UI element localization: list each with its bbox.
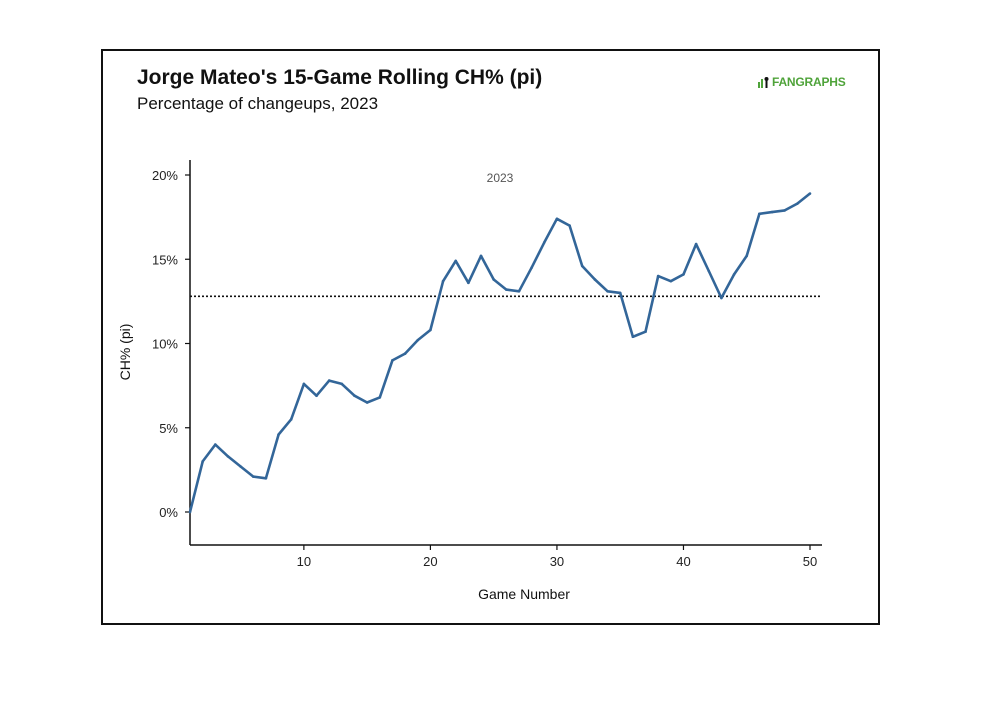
data-point bbox=[631, 335, 635, 339]
data-point bbox=[226, 455, 230, 458]
y-tick-label: 10% bbox=[152, 337, 178, 352]
data-point bbox=[289, 418, 293, 421]
data-point bbox=[505, 288, 508, 291]
data-point bbox=[745, 254, 749, 258]
chart-subtitle: Percentage of changeups, 2023 bbox=[137, 94, 379, 113]
data-point bbox=[644, 330, 647, 334]
data-point bbox=[214, 443, 217, 446]
data-point bbox=[315, 394, 318, 398]
data-point bbox=[568, 224, 571, 227]
data-point bbox=[542, 241, 546, 244]
x-tick-label: 30 bbox=[550, 554, 564, 569]
x-axis-ticks: 10 20 30 40 50 bbox=[297, 545, 817, 569]
data-point bbox=[429, 328, 432, 332]
y-tick-label: 15% bbox=[152, 252, 178, 267]
y-axis-title: CH% (pi) bbox=[117, 324, 133, 381]
data-point bbox=[682, 273, 685, 276]
data-point bbox=[391, 359, 394, 362]
data-point bbox=[365, 401, 369, 404]
data-point bbox=[277, 433, 280, 436]
data-point bbox=[264, 477, 268, 480]
chart-title: Jorge Mateo's 15-Game Rolling CH% (pi) bbox=[137, 66, 543, 89]
data-point bbox=[770, 210, 774, 214]
x-axis-title: Game Number bbox=[478, 586, 570, 602]
chart-frame bbox=[101, 49, 880, 625]
data-point bbox=[580, 264, 584, 268]
y-axis-ticks: 0% 5% 10% 15% 20% bbox=[152, 168, 190, 520]
data-point bbox=[441, 279, 445, 283]
data-point bbox=[201, 460, 204, 463]
data-point bbox=[239, 465, 242, 468]
x-tick-label: 50 bbox=[803, 554, 817, 569]
data-point bbox=[492, 278, 495, 281]
data-point bbox=[555, 217, 559, 221]
data-point bbox=[479, 254, 483, 258]
data-point bbox=[796, 202, 799, 205]
data-point bbox=[530, 266, 533, 269]
x-tick-label: 10 bbox=[297, 554, 311, 569]
x-tick-label: 40 bbox=[676, 554, 690, 569]
data-point bbox=[188, 510, 192, 514]
data-point bbox=[416, 338, 420, 342]
data-point bbox=[454, 259, 458, 263]
y-tick-label: 5% bbox=[159, 421, 178, 436]
fangraphs-logo-text: FANGRAPHS bbox=[772, 75, 846, 89]
data-point bbox=[669, 279, 673, 283]
data-point bbox=[593, 278, 597, 281]
data-point bbox=[732, 273, 736, 276]
data-point bbox=[758, 212, 761, 216]
data-point bbox=[618, 291, 622, 295]
data-point bbox=[327, 379, 331, 382]
data-point bbox=[403, 352, 407, 355]
x-tick-label: 20 bbox=[423, 554, 437, 569]
data-point bbox=[606, 289, 609, 293]
data-point bbox=[656, 274, 660, 278]
data-point bbox=[467, 281, 470, 285]
data-point bbox=[353, 394, 356, 398]
data-point bbox=[720, 296, 723, 300]
data-point bbox=[808, 192, 812, 195]
fangraphs-logo: FANGRAPHS bbox=[758, 75, 846, 89]
data-point bbox=[251, 475, 255, 478]
data-point bbox=[340, 382, 344, 386]
fangraphs-logo-icon bbox=[758, 77, 769, 88]
year-annotation: 2023 bbox=[487, 171, 514, 185]
data-point bbox=[302, 382, 306, 386]
y-tick-label: 20% bbox=[152, 168, 178, 183]
y-tick-label: 0% bbox=[159, 505, 178, 520]
data-point bbox=[694, 242, 698, 246]
data-point bbox=[517, 289, 521, 293]
series-points bbox=[188, 192, 812, 514]
data-point bbox=[707, 269, 711, 273]
data-point bbox=[783, 209, 786, 212]
data-point bbox=[378, 396, 382, 399]
series-line-ch-pct bbox=[188, 192, 811, 513]
